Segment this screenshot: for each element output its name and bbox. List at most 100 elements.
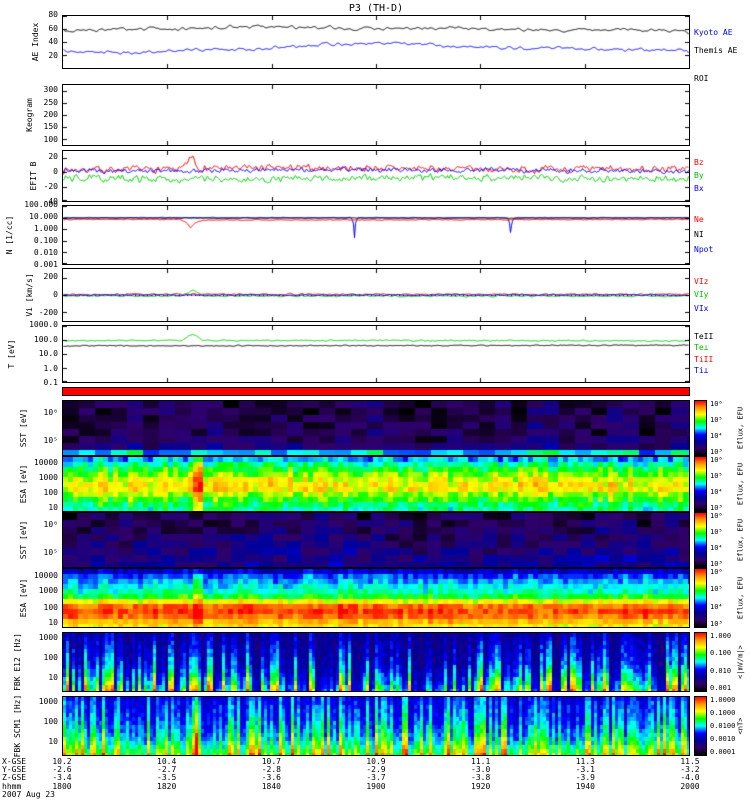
series-label-velocity-2: VIx (694, 303, 709, 313)
colorbar-unit-esa_elec: Eflux, EFU (736, 576, 745, 620)
ytick-density-0: 100.000 (24, 200, 58, 209)
ytick-keogram-3: 150 (43, 122, 58, 132)
colorbar-tick-fbk_e-1: 0.100 (710, 649, 732, 658)
axis-value-x-gse-4: 11.1 (471, 757, 491, 766)
panel-esa_elec (62, 568, 690, 628)
ytick-keogram-1: 250 (43, 97, 58, 107)
series-label-velocity-1: VIy (694, 290, 709, 299)
axis-value-x-gse-6: 11.5 (680, 757, 700, 766)
ytick-temperature-2: 10.0 (38, 349, 58, 358)
ytick-bfield-3: -40 (43, 197, 58, 206)
ylabel-esa_ion: ESA [eV] (19, 464, 28, 504)
colorbar-tick-esa_elec-3: 10³ (710, 620, 723, 628)
ytick-esa_elec-0: 10000 (33, 570, 58, 580)
ytick-ae-0: 80 (48, 10, 58, 19)
keogram-plot-canvas (63, 85, 689, 145)
colorbar-tick-fbk_scm-3: 0.0010 (710, 735, 736, 743)
colorbar-unit-sst_elec: Eflux, EFU (736, 518, 745, 562)
colorbar-tick-esa_elec-1: 10⁵ (710, 585, 723, 594)
colorbar-esa_elec (694, 568, 707, 628)
axis-value-z-gse-2: -3.6 (261, 773, 281, 782)
ytick-ae-1: 60 (48, 23, 58, 33)
axis-value-hhmm-4: 1920 (471, 782, 491, 791)
colorbar-tick-sst_ion-0: 10⁶ (710, 400, 723, 408)
colorbar-tick-esa_elec-0: 10⁶ (710, 568, 723, 576)
colorbar-unit-fbk_e: <|mV/m|> (736, 645, 745, 679)
panel-esa_ion (62, 456, 690, 512)
panel-ae (62, 15, 690, 69)
ytick-temperature-3: 1.0 (43, 363, 58, 373)
axis-value-y-gse-4: -3.0 (471, 765, 491, 774)
ytick-sst_elec-1: 10⁵ (43, 548, 58, 558)
colorbar-tick-sst_elec-0: 10⁶ (710, 512, 723, 520)
colorbar-tick-fbk_e-2: 0.010 (710, 666, 732, 675)
colorbar-tick-fbk_scm-2: 0.0100 (710, 722, 736, 730)
axis-value-x-gse-5: 11.3 (575, 757, 595, 766)
axis-row-label-hhmm: hhmm (2, 782, 22, 791)
axis-value-x-gse-0: 10.2 (52, 757, 72, 766)
corner-label-keogram: ROI (694, 74, 709, 83)
ytick-keogram-4: 100 (43, 134, 58, 144)
esa_ion-plot-canvas (63, 457, 689, 511)
sst_ion-plot-canvas (63, 401, 689, 455)
axis-value-y-gse-6: -3.2 (680, 765, 700, 774)
series-label-temperature-1: Te⊥ (694, 343, 709, 353)
colorbar-tick-sst_ion-2: 10⁴ (710, 432, 723, 440)
ytick-density-1: 10.000 (29, 212, 58, 221)
axis-row-label-x-gse: X-GSE (2, 757, 27, 766)
panel-velocity (62, 268, 690, 322)
colorbar-tick-fbk_e-3: 0.001 (710, 684, 732, 692)
axis-value-hhmm-5: 1940 (575, 782, 595, 791)
ytick-temperature-1: 100.0 (33, 334, 58, 344)
axis-value-hhmm-0: 1800 (52, 782, 72, 791)
colorbar-unit-sst_ion: Eflux, EFU (736, 406, 745, 450)
colorbar-tick-sst_ion-3: 10³ (710, 448, 723, 456)
colorbar-tick-fbk_scm-4: 0.0001 (710, 748, 736, 756)
axis-value-y-gse-5: -3.1 (575, 765, 595, 774)
colorbar-sst_ion (694, 400, 707, 456)
axis-value-z-gse-5: -3.9 (575, 773, 595, 782)
axis-value-hhmm-3: 1900 (366, 782, 386, 791)
colorbar-tick-esa_ion-0: 10⁶ (710, 456, 723, 464)
axis-value-hhmm-6: 2000 (680, 782, 700, 791)
colorbar-tick-fbk_scm-0: 1.0000 (710, 696, 736, 704)
colorbar-unit-fbk_scm: <nT> (736, 717, 745, 735)
ytick-fbk_e-2: 10 (48, 673, 58, 683)
ytick-esa_elec-1: 1000 (38, 586, 58, 596)
ytick-fbk_e-0: 1000 (38, 633, 58, 642)
axis-row-label-z-gse: Z-GSE (2, 773, 27, 782)
ytick-ae-3: 20 (48, 50, 58, 60)
velocity-plot-canvas (63, 269, 689, 321)
ytick-sst_ion-0: 10⁶ (43, 408, 58, 418)
axis-value-hhmm-1: 1820 (157, 782, 177, 791)
ytick-temperature-0: 1000.0 (29, 320, 58, 329)
ytick-density-2: 1.000 (33, 224, 58, 233)
ytick-velocity-0: 200 (43, 272, 58, 282)
axis-value-hhmm-2: 1840 (261, 782, 281, 791)
axis-value-y-gse-1: -2.7 (157, 765, 177, 774)
panel-temperature (62, 325, 690, 383)
axis-value-y-gse-3: -2.9 (366, 765, 386, 774)
series-label-bfield-0: Bz (694, 158, 704, 167)
axis-value-z-gse-3: -3.7 (366, 773, 386, 782)
ytick-fbk_scm-0: 1000 (38, 697, 58, 706)
panel-fbk_scm (62, 696, 690, 756)
ytick-bfield-2: -20 (43, 182, 58, 192)
colorbar-tick-esa_ion-1: 10⁵ (710, 472, 723, 480)
axis-value-z-gse-1: -3.5 (157, 773, 177, 782)
series-label-temperature-0: TeII (694, 331, 714, 341)
ytick-esa_ion-0: 10000 (33, 458, 58, 468)
density-plot-canvas (63, 206, 689, 264)
panel-flags (62, 387, 690, 396)
ytick-density-4: 0.010 (33, 248, 58, 257)
colorbar-sst_elec (694, 512, 707, 568)
colorbar-tick-fbk_e-0: 1.000 (710, 632, 732, 640)
colorbar-unit-esa_ion: Eflux, EFU (736, 462, 745, 506)
sst_elec-plot-canvas (63, 513, 689, 567)
ytick-esa_elec-2: 100 (43, 602, 58, 612)
ytick-bfield-1: 0 (53, 167, 58, 177)
ytick-keogram-0: 300 (43, 85, 58, 95)
series-label-ae-1: Themis AE (694, 46, 738, 55)
ytick-fbk_scm-2: 10 (48, 737, 58, 747)
